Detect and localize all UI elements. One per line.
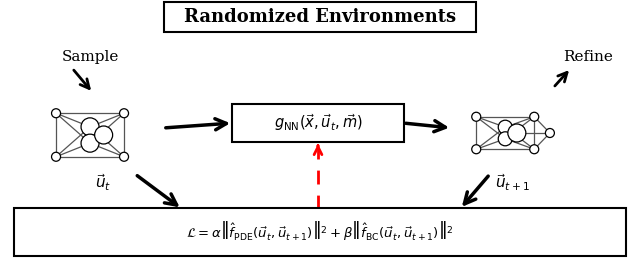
Text: $g_{\mathrm{NN}}(\vec{x}, \vec{u}_t, \vec{m})$: $g_{\mathrm{NN}}(\vec{x}, \vec{u}_t, \ve…	[273, 113, 362, 134]
FancyBboxPatch shape	[232, 104, 404, 142]
Text: Sample: Sample	[62, 50, 120, 64]
Circle shape	[81, 134, 99, 152]
Circle shape	[530, 145, 539, 154]
Text: Randomized Environments: Randomized Environments	[184, 8, 456, 26]
Circle shape	[545, 128, 554, 138]
Circle shape	[52, 109, 61, 118]
Circle shape	[52, 152, 61, 161]
Text: Refine: Refine	[563, 50, 613, 64]
Circle shape	[120, 109, 129, 118]
Circle shape	[472, 112, 481, 121]
Circle shape	[499, 132, 512, 146]
Circle shape	[530, 112, 539, 121]
Text: $\vec{u}_t$: $\vec{u}_t$	[95, 173, 111, 193]
Text: $\mathcal{L} = \alpha \left\|\hat{f}_{\mathrm{PDE}}(\vec{u}_t, \vec{u}_{t+1})\ri: $\mathcal{L} = \alpha \left\|\hat{f}_{\m…	[186, 221, 454, 244]
FancyBboxPatch shape	[14, 208, 626, 256]
Circle shape	[95, 126, 113, 144]
FancyBboxPatch shape	[164, 2, 476, 32]
Circle shape	[120, 152, 129, 161]
Circle shape	[508, 124, 526, 142]
Circle shape	[81, 118, 99, 136]
Circle shape	[499, 120, 512, 134]
Circle shape	[472, 145, 481, 154]
Text: $\vec{u}_{t+1}$: $\vec{u}_{t+1}$	[495, 173, 529, 193]
